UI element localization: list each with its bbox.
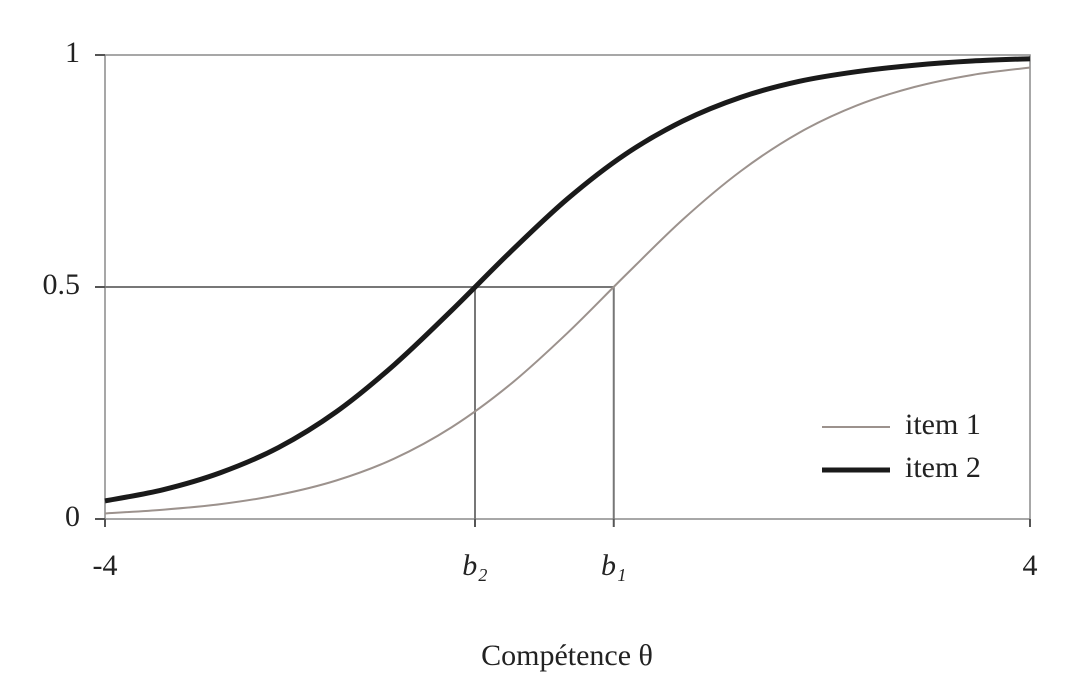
y-tick-label: 1 xyxy=(65,36,80,69)
legend-label: item 2 xyxy=(905,451,981,484)
y-tick-label: 0.5 xyxy=(43,268,81,301)
legend-label: item 1 xyxy=(905,408,981,441)
x-axis-label: Compétence θ xyxy=(481,639,653,672)
x-tick-label: b₁ xyxy=(601,549,626,582)
curve xyxy=(104,66,1031,515)
curve xyxy=(104,56,1031,504)
x-tick-label: b₂ xyxy=(462,549,487,582)
y-tick-label: 0 xyxy=(65,500,80,533)
x-tick-label: -4 xyxy=(93,549,118,582)
x-tick-label: 4 xyxy=(1023,549,1038,582)
